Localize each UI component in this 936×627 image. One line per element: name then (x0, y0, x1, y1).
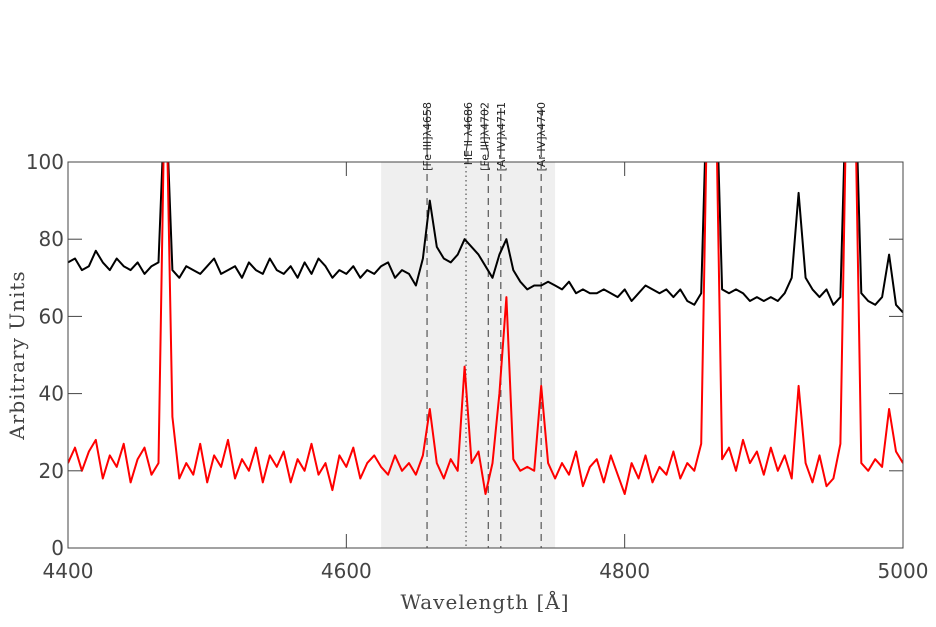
y-tick-label: 60 (39, 304, 64, 328)
plot-frame (67, 161, 904, 549)
x-tick-label: 5000 (878, 559, 929, 583)
plot-area (68, 162, 903, 495)
y-tick-label: 0 (51, 536, 64, 560)
y-tick-label: 20 (39, 459, 64, 483)
line-label: HE II λ4686 (462, 102, 475, 165)
x-tick-label: 4400 (43, 559, 94, 583)
line-label: [Ar IV]λ4740 (535, 102, 548, 171)
spectrum-line (68, 162, 903, 314)
y-tick-label: 80 (39, 227, 64, 251)
x-tick-label: 4600 (321, 559, 372, 583)
line-label: [Fe III]λ4658 (421, 102, 434, 171)
leader-line (465, 108, 469, 157)
spectrum-line (68, 162, 903, 495)
line-label: [Ar IV]λ4711 (495, 102, 508, 171)
y-axis-label: Arbitrary Units (5, 270, 29, 440)
leader-line (483, 108, 489, 157)
y-tick-label: 100 (26, 150, 64, 174)
line-label: [Fe III]λ4702 (478, 102, 491, 171)
y-tick-label: 40 (39, 382, 64, 406)
shaded-region (381, 162, 556, 548)
x-axis-label: Wavelength [Å] (400, 589, 569, 614)
x-tick-label: 4800 (599, 559, 650, 583)
